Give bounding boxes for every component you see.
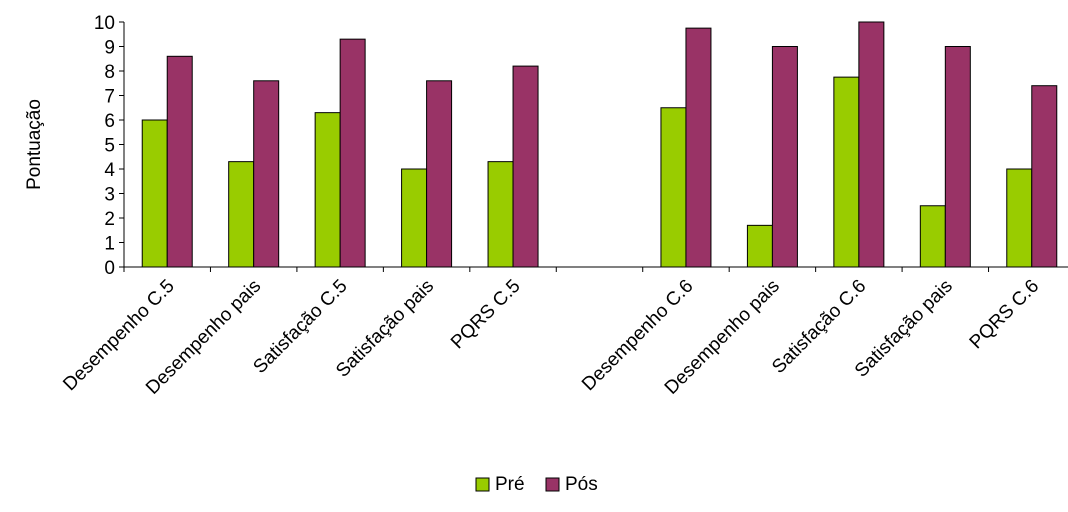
bar-pre <box>746 224 773 268</box>
bar-pre <box>141 119 168 268</box>
bars <box>141 21 1058 268</box>
bar-pos <box>944 46 971 268</box>
bar-pos <box>339 38 366 268</box>
y-tick-label: 5 <box>104 136 115 157</box>
bar-pre <box>314 112 341 268</box>
y-tick-label: 2 <box>104 209 115 230</box>
y-tick-label: 10 <box>94 13 115 34</box>
bar-pos <box>512 65 539 268</box>
y-tick-label: 7 <box>104 87 115 108</box>
bar-pre <box>919 205 946 268</box>
bar-pos <box>1031 85 1058 268</box>
bar-pre <box>228 161 255 268</box>
y-tick-label: 0 <box>104 258 115 279</box>
bar-pos <box>253 80 280 268</box>
legend-swatch <box>545 477 560 492</box>
axes <box>119 21 1068 272</box>
y-tick-label: 9 <box>104 38 115 59</box>
y-tick-label: 1 <box>104 234 115 255</box>
legend-label: Pós <box>565 474 598 495</box>
x-category-label: PQRS C.5 <box>447 276 525 354</box>
y-axis-title: Pontuação <box>24 99 45 190</box>
y-tick-label: 8 <box>104 62 115 83</box>
y-tick-label: 4 <box>104 160 115 181</box>
bar-pre <box>833 76 860 268</box>
legend: Pré Pós <box>475 474 598 495</box>
bar-pos <box>426 80 453 268</box>
x-category-label: PQRS C.6 <box>966 276 1044 354</box>
bar-pre <box>401 168 428 268</box>
bar-pos <box>771 46 798 268</box>
bar-pos <box>166 55 193 268</box>
bar-pre <box>660 107 687 268</box>
y-tick-label: 6 <box>104 111 115 132</box>
bar-pos <box>685 27 712 268</box>
legend-swatch <box>475 477 490 492</box>
y-tick-labels: 0 1 2 3 4 5 6 7 8 9 10 <box>94 13 116 279</box>
legend-label: Pré <box>495 474 525 495</box>
y-tick-label: 3 <box>104 185 115 206</box>
bar-pos <box>858 21 885 268</box>
bar-pre <box>1006 168 1033 268</box>
bar-pre <box>487 161 514 268</box>
